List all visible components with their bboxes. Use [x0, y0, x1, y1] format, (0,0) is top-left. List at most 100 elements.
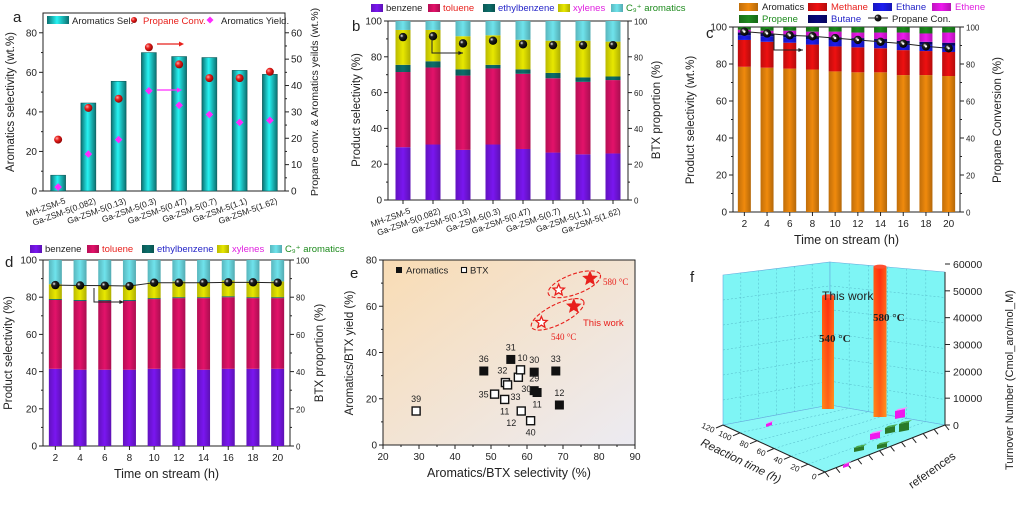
panel-b-y-tick-label: 60 [371, 88, 383, 99]
legend-swatch [739, 15, 758, 23]
annotation-580c: 580 °C [603, 277, 628, 287]
panel-b-y-tick-label: 0 [376, 196, 382, 207]
panel-d-bar-ethylbenzene [48, 299, 62, 300]
legend-swatch [932, 3, 951, 11]
legend-ethane: Ethane [896, 2, 926, 13]
panel-d-line-point [51, 280, 60, 290]
bar-reference-top [870, 430, 883, 434]
panel-d-y-tick-label: 80 [26, 293, 38, 304]
panel-e-y-tick-label: 80 [366, 256, 378, 267]
panel-f-ref-tick [890, 446, 895, 452]
panel-a-y-tick-label: 0 [31, 187, 37, 198]
point-aromatics [479, 366, 489, 376]
panel-d-bar-toluene [73, 300, 87, 370]
legend-benzene: benzene [45, 244, 81, 255]
panel-f-x-tick [749, 440, 758, 445]
panel-d-bar-xylenes [122, 285, 136, 300]
panel-c-y-tick-label: 40 [716, 134, 728, 145]
panel-f-z-tick-label: 60000 [953, 259, 982, 271]
legend-swatch [87, 245, 99, 253]
panel-d-line-point [248, 278, 258, 287]
panel-f-ref-tick [933, 428, 939, 435]
legend-swatch [808, 15, 827, 23]
panel-c-x-tick-label: 20 [943, 219, 955, 230]
arrow-btx-right [93, 288, 124, 303]
point-btx [489, 389, 500, 399]
legend-xylenes: xylenes [573, 3, 605, 14]
panel-c-bar-aromatics [828, 71, 842, 213]
panel-c-bar-ethane [737, 35, 751, 40]
panel-c-line-point-center [947, 47, 950, 50]
point-aromatics-yield [84, 150, 93, 158]
arrow-btx-right [431, 38, 463, 54]
panel-c-bar-aromatics [919, 75, 933, 212]
panel-d-bar-ethylbenzene [73, 299, 87, 301]
legend-btx: BTX [470, 266, 489, 277]
panel-c-bar-propene [919, 27, 933, 34]
panel-f-ref-tick [868, 454, 874, 461]
panel-d-bar-c9-aromatics [271, 260, 285, 282]
panel-d-y-tick-label: 100 [20, 256, 37, 267]
panel-c-bar-methane [737, 39, 751, 67]
bar-this-work-top [822, 294, 834, 299]
legend-ethylbenzene: ethylbenzene [157, 244, 214, 255]
panel-c-bar-propene [783, 27, 797, 31]
panel-f-ref-tick [835, 467, 841, 474]
legend-methane: Methane [831, 2, 868, 13]
legend-swatch [873, 3, 892, 11]
panel-a-y2-tick-label: 20 [291, 134, 303, 145]
arrow-propane-con-right [773, 34, 803, 51]
panel-c-bar-propene [828, 27, 842, 32]
panel-c-bar-ethene [851, 32, 865, 39]
panel-c-y2-tick-label: 20 [966, 172, 975, 181]
panel-c-line-point-center [743, 30, 746, 33]
panel-d-line-point [75, 281, 85, 290]
panel-c-bar-propene [851, 27, 865, 33]
panel-d-bar-toluene [98, 300, 112, 370]
point-label: 10 [518, 353, 528, 363]
panel-e-y-tick-label: 60 [366, 302, 378, 313]
panel-c-line-point-center [879, 40, 882, 43]
panel-f-x-tick [766, 448, 775, 452]
panel-label-e: e [350, 265, 358, 282]
point-aromatics-yield [54, 183, 62, 191]
panel-b-frame [387, 20, 629, 201]
legend-swatch [270, 245, 282, 253]
point-label: 40 [526, 428, 536, 438]
panel-f-x-tick [715, 424, 724, 429]
panel-b-y-tick-label: 80 [371, 52, 383, 63]
point-aromatics [506, 354, 516, 364]
bar-reference [895, 409, 905, 419]
panel-d-x-tick-label: 18 [247, 453, 259, 464]
panel-c-bar-aromatics [851, 72, 865, 212]
panel-d-y2-tick-label: 100 [296, 257, 310, 266]
legend-aromatics-yield: Aromatics Yield. [221, 16, 289, 27]
panel-label-d: d [5, 254, 13, 271]
panel-d-bar-xylenes [73, 285, 87, 300]
panel-b-bar-ethylbenzene [455, 69, 471, 76]
point-label: 33 [551, 354, 561, 364]
panel-b-bar-xylenes [605, 41, 621, 77]
panel-c-bar-propene [942, 27, 956, 33]
panel-c-y2label: Propane Conversion (%) [992, 57, 1004, 183]
point-this-work-aromatics [566, 298, 582, 313]
legend-propene: Propene [762, 14, 798, 25]
panel-b-bar-c9-aromatics [515, 21, 531, 40]
legend-swatch [611, 4, 623, 12]
panel-f-ref-tick [944, 424, 950, 431]
point-propane-conv [205, 74, 214, 83]
panel-e-x-tick-label: 20 [377, 452, 389, 463]
annotation-540c: 540 °C [819, 333, 851, 345]
panel-c-line [744, 31, 949, 49]
panel-b-bar-c9-aromatics [545, 21, 561, 41]
panel-c-bar-aromatics [737, 66, 751, 213]
arrow-btx-right-head [458, 51, 463, 55]
panel-a-y-tick-label: 60 [26, 68, 38, 79]
panel-d-y2-tick-label: 80 [296, 294, 305, 303]
panel-b-y-tick-label: 100 [365, 17, 382, 28]
legend-swatch [428, 4, 440, 12]
legend-marker-aromatics [396, 267, 402, 273]
panel-b-line-point [578, 40, 588, 50]
panel-b-bar-c9-aromatics [425, 21, 441, 30]
